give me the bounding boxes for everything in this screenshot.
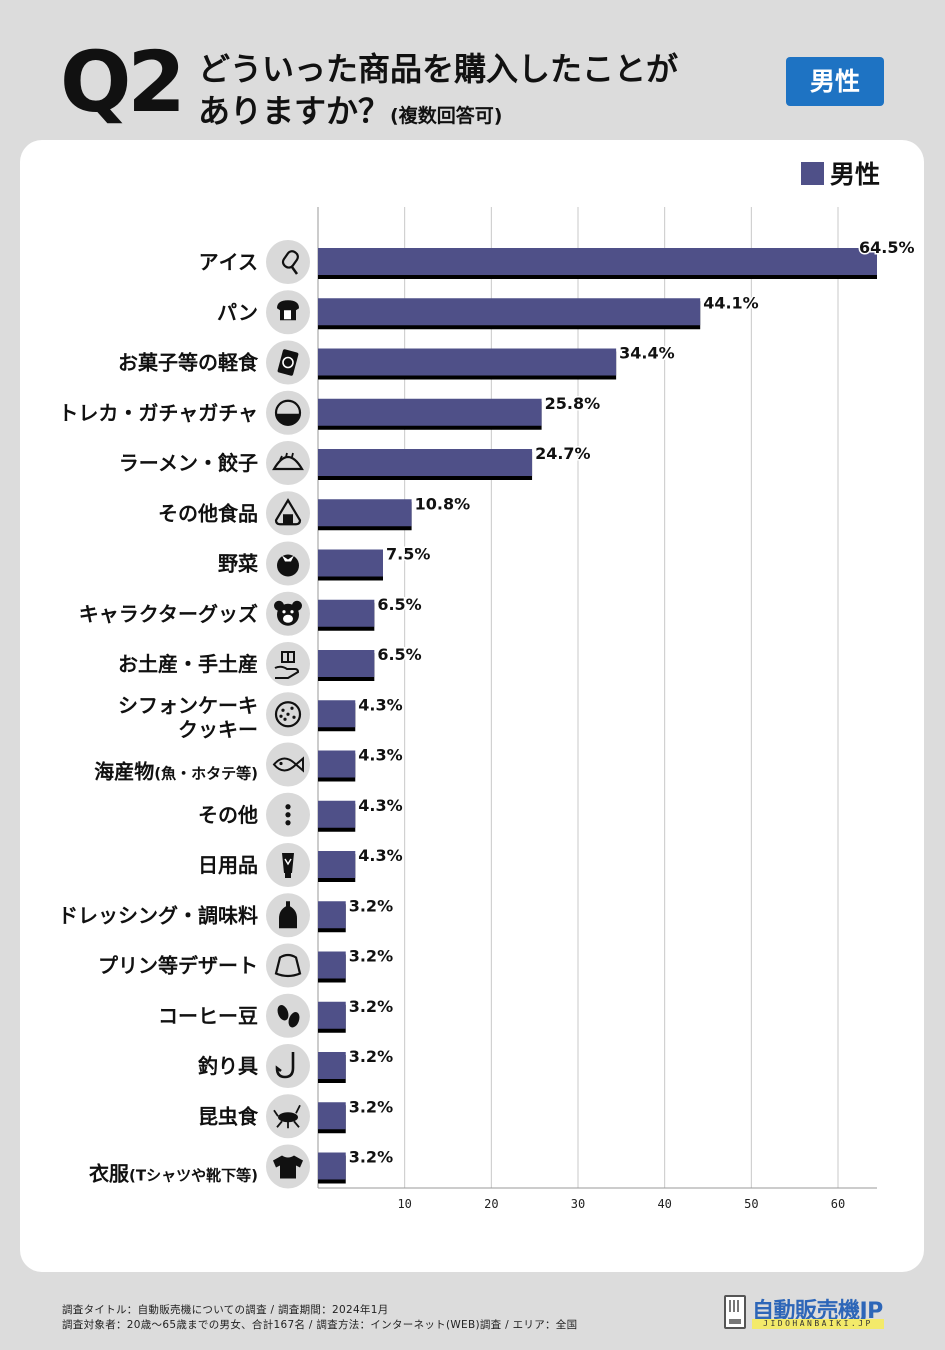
bar-value-label: 4.3%	[358, 746, 402, 765]
bar	[318, 549, 383, 577]
bread-icon	[266, 290, 310, 335]
survey-footer: 調査タイトル：自動販売機についての調査 / 調査期間：2024年1月 調査対象者…	[62, 1303, 577, 1333]
bar	[318, 700, 356, 728]
x-tick-label: 10	[397, 1197, 411, 1211]
bar-value-label: 3.2%	[349, 947, 393, 966]
bar	[318, 1001, 346, 1029]
bar-value-label: 25.8%	[545, 394, 601, 413]
bar-value-label: 3.2%	[349, 896, 393, 915]
x-tick-label: 50	[744, 1197, 758, 1211]
bar	[318, 499, 412, 527]
footer-line1: 調査タイトル：自動販売機についての調査 / 調査期間：2024年1月	[62, 1304, 389, 1316]
bar	[318, 750, 356, 778]
bar-value-label: 4.3%	[358, 846, 402, 865]
bar-value-label: 4.3%	[358, 796, 402, 815]
bar-value-label: 4.3%	[358, 695, 402, 714]
gift-hand-icon	[266, 642, 310, 686]
logo-subtext: JIDOHANBAIKI.JP	[752, 1319, 884, 1329]
cookie-icon	[266, 692, 310, 737]
bottle-icon	[266, 893, 310, 938]
fish-hook-icon	[266, 1044, 310, 1088]
gyoza-icon	[266, 441, 310, 485]
category-label: 野菜	[218, 552, 258, 576]
question-number: Q2	[60, 33, 186, 131]
x-tick-label: 30	[571, 1197, 585, 1211]
bar	[318, 248, 877, 275]
bar	[318, 599, 375, 627]
tube-icon	[266, 843, 310, 887]
question-title-line1: どういった商品を購入したことが	[198, 50, 679, 88]
category-label: 海産物(魚・ホタテ等)	[94, 760, 258, 784]
category-label: その他食品	[158, 501, 258, 525]
bar-value-label: 3.2%	[349, 1097, 393, 1116]
bar	[318, 298, 701, 326]
site-logo: 自動販売機JP JIDOHANBAIKI.JP	[722, 1293, 887, 1333]
vending-machine-icon	[724, 1295, 746, 1329]
coffee-beans-icon	[266, 993, 310, 1038]
bar-value-label: 64.5%	[859, 238, 915, 257]
bar-value-label: 7.5%	[386, 545, 430, 564]
question-title-note: (複数回答可)	[390, 105, 503, 127]
bar-value-label: 10.8%	[415, 494, 471, 513]
bar	[318, 901, 346, 929]
bar	[318, 1102, 346, 1130]
category-label: ラーメン・餃子	[119, 451, 258, 475]
bar	[318, 1152, 346, 1180]
ice-pop-icon	[266, 240, 310, 284]
bar	[318, 851, 356, 878]
bar	[318, 650, 375, 677]
more-dots-icon	[266, 792, 310, 837]
category-label: パン	[217, 300, 258, 324]
bar	[318, 449, 533, 476]
category-label: 昆虫食	[198, 1104, 259, 1128]
x-tick-label: 20	[484, 1197, 498, 1211]
legend-swatch	[801, 161, 824, 185]
category-label: コーヒー豆	[158, 1004, 258, 1028]
category-label: 日用品	[198, 853, 258, 877]
bar	[318, 398, 542, 426]
category-label: 釣り具	[198, 1054, 258, 1078]
category-label: ドレッシング・調味料	[58, 903, 258, 927]
onigiri-icon	[266, 491, 310, 536]
bar-value-label: 3.2%	[349, 997, 393, 1016]
category-label: その他	[198, 803, 258, 827]
tshirt-icon	[266, 1144, 310, 1189]
bar-value-label: 3.2%	[349, 1148, 393, 1167]
legend-label: 男性	[830, 160, 881, 189]
x-tick-label: 60	[831, 1197, 845, 1211]
bar-value-label: 6.5%	[377, 595, 421, 614]
question-title-main: ありますか？	[198, 92, 391, 130]
category-label-line2: クッキー	[178, 717, 258, 741]
snack-bag-icon	[266, 340, 310, 385]
bar-value-label: 24.7%	[535, 444, 591, 463]
category-label: 衣服(Tシャツや靴下等)	[89, 1162, 258, 1186]
footer-line2: 調査対象者：20歳～65歳までの男女、合計167名 / 調査方法：インターネット…	[62, 1319, 578, 1331]
category-label: お土産・手土産	[118, 652, 258, 676]
category-label: キャラクターグッズ	[79, 602, 258, 626]
x-tick-label: 40	[657, 1197, 671, 1211]
category-label: お菓子等の軽食	[118, 351, 259, 375]
insect-icon	[266, 1094, 310, 1139]
capsule-toy-icon	[266, 390, 310, 435]
bar	[318, 1052, 346, 1079]
category-label: トレカ・ガチャガチャ	[58, 401, 258, 425]
bear-face-icon	[266, 591, 310, 636]
bar	[318, 951, 346, 979]
pudding-icon	[266, 943, 310, 988]
question-title-line2: ありますか？(複数回答可)	[198, 86, 502, 132]
tomato-icon	[266, 541, 310, 586]
category-label: アイス	[199, 250, 258, 274]
category-label: プリン等デザート	[98, 954, 258, 978]
bar-value-label: 6.5%	[377, 645, 421, 664]
gender-badge: 男性	[786, 57, 884, 106]
bar-value-label: 44.1%	[703, 293, 759, 312]
fish-icon	[266, 742, 310, 787]
chart-legend: 男性	[801, 158, 881, 189]
bar-value-label: 34.4%	[619, 344, 675, 363]
category-label: シフォンケーキ	[118, 693, 258, 717]
bar-value-label: 3.2%	[349, 1047, 393, 1066]
bar	[318, 348, 617, 376]
bar	[318, 800, 356, 828]
